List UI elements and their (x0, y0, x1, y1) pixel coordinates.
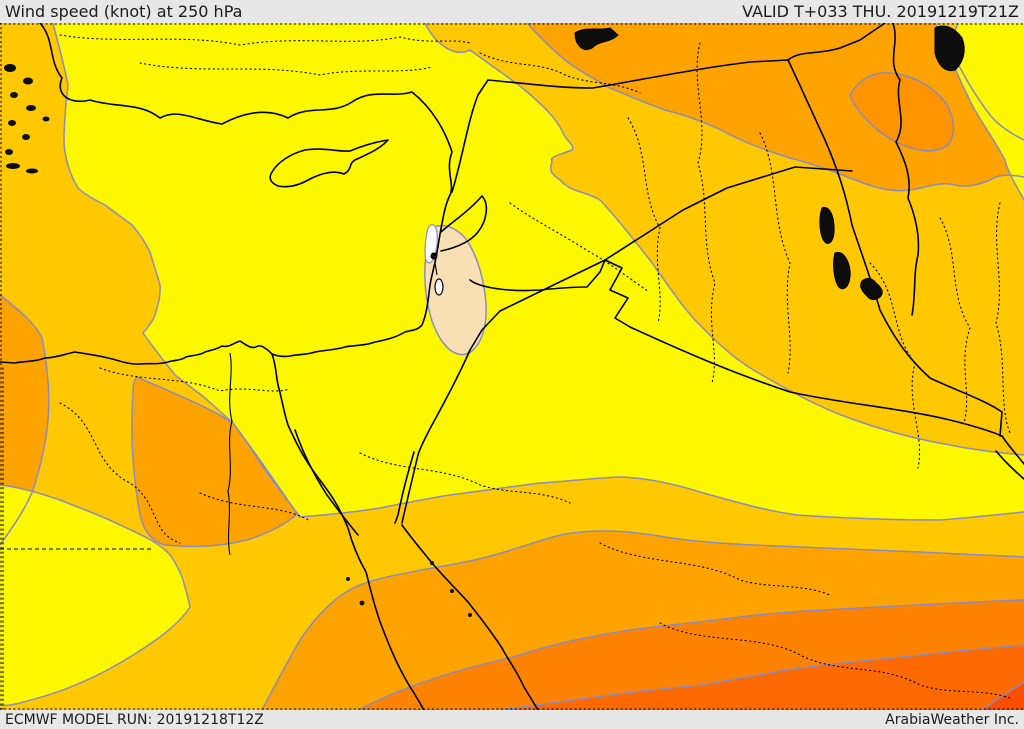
nile-river (227, 352, 233, 556)
band-orange-egypt (131, 376, 298, 548)
red-sea-islands (346, 561, 472, 617)
band-yellow-sw (0, 485, 190, 706)
border-iran-iraq (787, 59, 1003, 437)
band-orange-mid-ne (849, 72, 955, 152)
admin-borders (0, 34, 1011, 710)
lake-razzaza (833, 251, 851, 290)
band-yellow-central (53, 23, 1024, 520)
valid-time-label: VALID T+033 THU. 20191219T21Z (742, 2, 1019, 21)
band-deep-orange-south (500, 645, 1024, 710)
border-syria-iraq-saudi (499, 166, 853, 312)
border-iran-azerbaijan (892, 23, 920, 316)
dead-sea (434, 278, 444, 296)
map-canvas (0, 23, 1024, 710)
band-dark-orange-south (358, 600, 1024, 710)
lake-tharthar (819, 206, 835, 244)
jordan-river (434, 262, 438, 276)
coast-gulf-aqaba (394, 451, 419, 524)
coast-persian-gulf (995, 435, 1024, 480)
coast-suez-redsea-west (271, 353, 425, 710)
band-orange-left (0, 295, 49, 545)
border-syria-jordan (469, 259, 606, 292)
page-title: Wind speed (knot) at 250 hPa (5, 2, 243, 21)
country-borders (417, 23, 1003, 456)
band-beige-levant (424, 224, 487, 356)
map-frame-lines (0, 23, 1024, 710)
model-run-label: ECMWF MODEL RUN: 20191218T12Z (5, 711, 264, 728)
coast-cyprus (269, 139, 389, 188)
coast-redsea-east (401, 524, 539, 710)
wind-speed-map (0, 23, 1024, 710)
footer-bar: ECMWF MODEL RUN: 20191218T12Z ArabiaWeat… (0, 710, 1024, 729)
aegean-islands (4, 64, 50, 174)
lake-urmia (934, 25, 965, 72)
coast-turkey-levant-egypt (0, 23, 453, 365)
border-turkey-syria-iraq (451, 59, 789, 193)
border-lebanon (440, 195, 488, 252)
mesopotamian-marshes (860, 277, 883, 301)
border-jordan-west (417, 310, 501, 456)
band-orange-south (262, 530, 1024, 710)
border-turkey-iran (787, 23, 886, 61)
coast-sinai-gulf-suez-east (294, 429, 359, 536)
coastlines (0, 23, 1024, 710)
header-bar: Wind speed (knot) at 250 hPa VALID T+033… (0, 0, 1024, 23)
lake-van (574, 27, 619, 50)
border-jordan-saudi-zigzag (604, 259, 1003, 437)
brand-label: ArabiaWeather Inc. (885, 711, 1019, 728)
sea-of-galilee (430, 252, 438, 260)
lakes (430, 25, 965, 301)
